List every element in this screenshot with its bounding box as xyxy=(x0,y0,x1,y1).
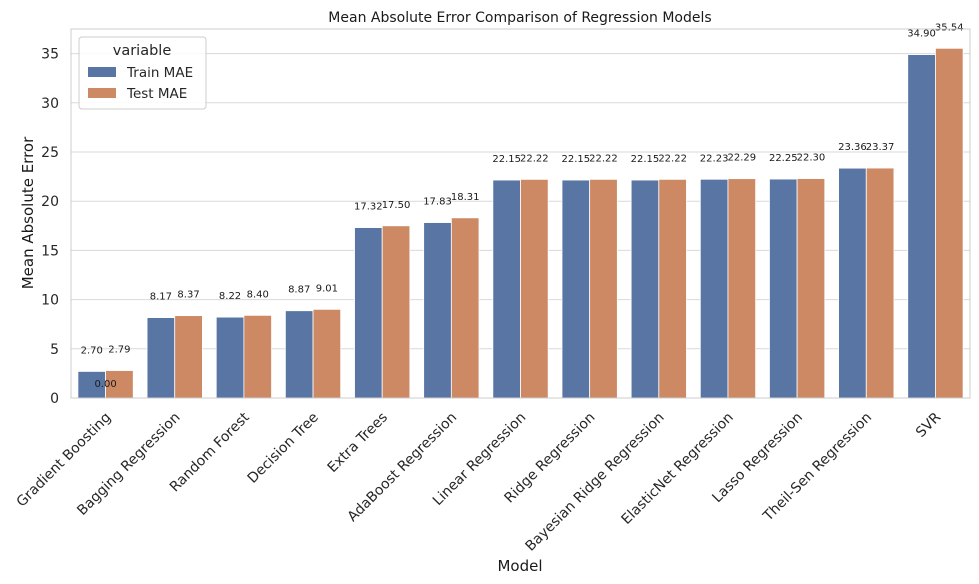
bar-train xyxy=(631,180,659,398)
y-tick-label: 10 xyxy=(41,293,59,309)
bar-value-label: 22.15 xyxy=(492,154,521,165)
bar-train xyxy=(355,228,383,398)
y-tick-label: 30 xyxy=(41,96,59,112)
legend-title: variable xyxy=(113,43,172,59)
x-tick-label: ElasticNet Regression xyxy=(618,410,736,528)
bar-value-label: 2.79 xyxy=(108,345,130,356)
y-axis-label: Mean Absolute Error xyxy=(19,136,37,289)
bar-train xyxy=(493,180,521,398)
bar-value-label: 23.36 xyxy=(838,142,867,153)
bar-test xyxy=(521,179,549,398)
bar-value-label: 2.70 xyxy=(81,345,103,356)
y-tick-label: 35 xyxy=(41,47,59,63)
bar-value-label: 9.01 xyxy=(316,283,338,294)
bar-train xyxy=(769,179,797,398)
bar-train xyxy=(285,311,313,398)
bar-train xyxy=(908,55,936,398)
bar-value-label: 8.37 xyxy=(177,290,199,301)
bar-test xyxy=(866,168,894,398)
bar-train xyxy=(216,317,244,398)
legend-label-test: Test MAE xyxy=(126,86,187,102)
y-tick-label: 0 xyxy=(50,391,59,407)
x-tick-label: Decision Tree xyxy=(245,410,322,487)
legend-swatch-test xyxy=(88,88,116,98)
bar-value-label: 22.25 xyxy=(769,153,798,164)
y-tick-label: 20 xyxy=(41,194,59,210)
bar-test xyxy=(313,309,341,398)
bar-train xyxy=(147,318,175,398)
x-tick-label: Bayesian Ridge Regression xyxy=(523,410,668,555)
y-tick-label: 15 xyxy=(41,243,59,259)
bar-test xyxy=(244,315,272,398)
bar-test xyxy=(728,179,756,398)
y-tick-label: 5 xyxy=(50,342,59,358)
bar-value-label: 22.22 xyxy=(589,153,618,164)
legend: variable Train MAE Test MAE xyxy=(79,37,206,109)
x-tick-label: Extra Trees xyxy=(325,410,391,476)
y-tick-labels: 0 5 10 15 20 25 30 35 xyxy=(41,47,59,407)
annotation-label: 0.00 xyxy=(94,379,116,390)
x-tick-label: SVR xyxy=(913,409,944,440)
bar-test xyxy=(797,179,825,398)
bar-value-label: 22.22 xyxy=(658,153,687,164)
bar-value-label: 35.54 xyxy=(935,22,964,33)
bar-test xyxy=(382,226,410,398)
y-tick-label: 25 xyxy=(41,145,59,161)
bars xyxy=(78,48,963,398)
bar-value-label: 18.31 xyxy=(451,192,480,203)
bar-value-label: 22.15 xyxy=(631,154,660,165)
bar-test xyxy=(935,48,963,398)
bar-value-label: 22.30 xyxy=(797,153,826,164)
bar-value-label: 34.90 xyxy=(907,29,936,40)
bar-value-label: 17.50 xyxy=(382,200,411,211)
bar-test xyxy=(451,218,479,398)
bar-value-label: 22.22 xyxy=(520,153,549,164)
bar-value-label: 8.40 xyxy=(247,289,269,300)
bar-value-label: 17.32 xyxy=(354,202,383,213)
bar-value-label: 22.23 xyxy=(700,153,729,164)
bar-value-label: 23.37 xyxy=(866,142,895,153)
bar-value-label: 22.29 xyxy=(727,153,756,164)
legend-swatch-train xyxy=(88,67,116,77)
bar-value-label: 17.83 xyxy=(423,197,452,208)
bar-test xyxy=(659,179,687,398)
bar-train xyxy=(562,180,590,398)
bar-value-label: 8.17 xyxy=(150,292,172,303)
bar-train xyxy=(424,223,452,398)
legend-label-train: Train MAE xyxy=(126,65,193,81)
bar-train xyxy=(839,168,867,398)
bar-test xyxy=(590,179,618,398)
bar-train xyxy=(700,179,728,398)
chart-title: Mean Absolute Error Comparison of Regres… xyxy=(328,10,711,26)
bar-value-label: 8.22 xyxy=(219,291,241,302)
bar-test xyxy=(175,316,203,398)
bar-value-label: 22.15 xyxy=(562,154,591,165)
x-axis-label: Model xyxy=(497,557,542,575)
bar-value-label: 8.87 xyxy=(288,285,310,296)
